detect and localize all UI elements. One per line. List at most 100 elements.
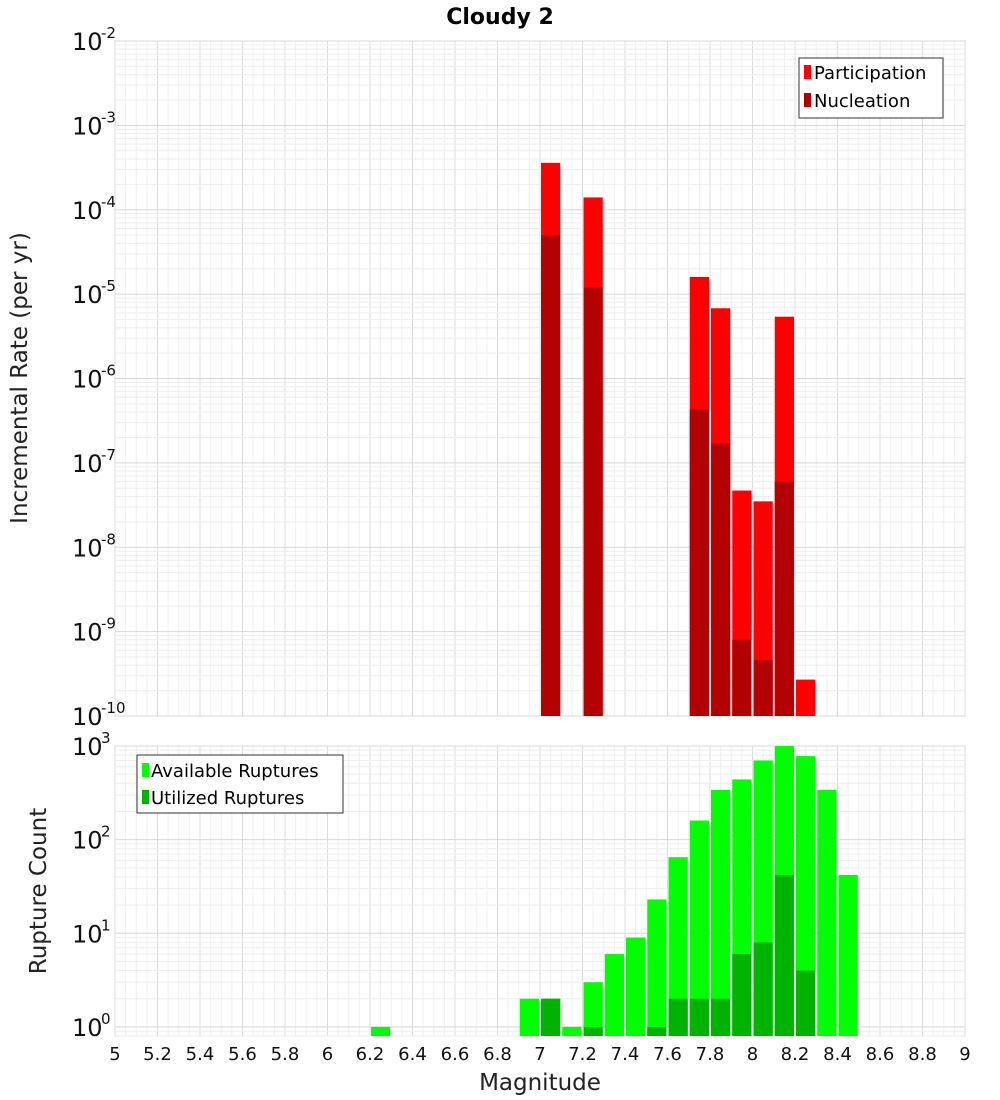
count-y-tick-exponent: 1 (101, 916, 111, 934)
rate-y-tick-label: 10 (72, 112, 103, 140)
rate-y-tick-label: 10 (72, 450, 103, 478)
x-tick-label: 7.8 (696, 1044, 725, 1065)
count-bar-b (689, 998, 709, 1036)
x-tick-label: 7.4 (611, 1044, 640, 1065)
rate-y-tick-label: 10 (72, 534, 103, 562)
count-bar-a (668, 857, 688, 1036)
rate-bar-b (753, 660, 773, 716)
x-tick-label: 8.4 (823, 1044, 852, 1065)
rate-y-tick-exponent: -2 (101, 24, 116, 42)
count-y-tick-label: 10 (72, 1014, 103, 1042)
x-tick-label: 6 (322, 1044, 333, 1065)
count-bar-a (371, 1026, 391, 1036)
rate-y-tick-exponent: -4 (101, 193, 116, 211)
x-tick-label: 8.2 (781, 1044, 810, 1065)
count-bar-b (732, 954, 752, 1036)
x-tick-label: 8.8 (908, 1044, 937, 1065)
x-tick-label: 7.2 (568, 1044, 597, 1065)
rate-bar-b (732, 639, 752, 716)
count-bar-a (519, 998, 539, 1036)
rate-legend: Participation Nucleation (798, 57, 944, 119)
count-y-tick-exponent: 0 (101, 1010, 111, 1028)
count-bar-a (817, 789, 837, 1036)
x-tick-label: 7 (534, 1044, 545, 1065)
count-bar-a (604, 954, 624, 1036)
count-y-tick-label: 10 (72, 920, 103, 948)
count-bar-a (562, 1026, 582, 1036)
x-tick-label: 6.2 (356, 1044, 385, 1065)
count-bar-a (711, 789, 731, 1036)
count-y-tick-exponent: 2 (101, 823, 111, 841)
rate-bar-b (541, 235, 561, 716)
legend-swatch-nucleation (804, 93, 811, 107)
x-ticks: 5 5.2 5.4 5.6 5.8 6 6.2 6.4 6.6 6.8 7 7.2 7.4 7.6 7.8 8… (109, 1044, 970, 1065)
count-y-tick-exponent: 3 (101, 729, 111, 747)
rate-y-axis-label: Incremental Rate (per yr) (7, 232, 33, 524)
count-bar-a (838, 874, 858, 1036)
count-legend-box (136, 754, 344, 814)
count-y-axis-label: Rupture Count (26, 808, 52, 974)
chart-title: Cloudy 2 (446, 5, 554, 30)
rate-bar-b (711, 443, 731, 716)
rate-y-tick-label: 10 (72, 28, 103, 56)
count-bar-a (689, 820, 709, 1036)
legend-swatch-utilized (142, 790, 149, 804)
x-tick-label: 5.2 (143, 1044, 172, 1065)
count-bar-a (626, 937, 646, 1036)
rate-y-tick-exponent: -10 (101, 699, 126, 717)
x-axis-label: Magnitude (479, 1070, 601, 1096)
legend-swatch-available (142, 763, 149, 777)
legend-label-participation: Participation (814, 63, 926, 84)
legend-swatch-participation (804, 65, 811, 79)
rate-y-tick-label: 10 (72, 197, 103, 225)
rate-y-tick-exponent: -8 (101, 530, 116, 548)
rate-bars (541, 162, 816, 717)
count-bar-a (796, 756, 816, 1036)
rate-y-tick-label: 10 (72, 619, 103, 647)
count-bar-b (541, 998, 561, 1036)
x-tick-label: 5 (109, 1044, 120, 1065)
count-legend: Available Ruptures Utilized Ruptures (136, 754, 344, 814)
rate-y-tick-exponent: -6 (101, 362, 116, 380)
rate-y-tick-exponent: -5 (101, 277, 116, 295)
rate-y-tick-exponent: -7 (101, 446, 116, 464)
x-tick-label: 8 (747, 1044, 758, 1065)
x-tick-label: 6.6 (441, 1044, 470, 1065)
x-tick-label: 6.4 (398, 1044, 427, 1065)
x-tick-label: 8.6 (866, 1044, 895, 1065)
rate-gridlines (114, 40, 966, 717)
rate-y-tick-exponent: -3 (101, 108, 116, 126)
rate-legend-box (798, 57, 944, 119)
count-bar-a (647, 899, 667, 1036)
rate-bar-b (689, 409, 709, 716)
rate-bar-b (583, 287, 603, 716)
count-bar-b (796, 970, 816, 1036)
x-tick-label: 5.8 (271, 1044, 300, 1065)
rate-y-tick-label: 10 (72, 703, 103, 731)
legend-label-available: Available Ruptures (151, 761, 319, 782)
count-bar-b (774, 874, 794, 1036)
rate-y-tick-label: 10 (72, 281, 103, 309)
count-bar-a (583, 982, 603, 1036)
x-tick-label: 9 (959, 1044, 970, 1065)
rate-bar-b (774, 481, 794, 716)
count-y-tick-label: 10 (72, 827, 103, 855)
rate-y-tick-label: 10 (72, 366, 103, 394)
rate-bar-a (796, 679, 816, 716)
count-bar-b (668, 998, 688, 1036)
count-bar-b (647, 1026, 667, 1036)
legend-label-utilized: Utilized Ruptures (151, 788, 304, 809)
count-bars (371, 746, 858, 1036)
count-bar-b (711, 998, 731, 1036)
count-bar-b (753, 942, 773, 1036)
x-tick-label: 7.6 (653, 1044, 682, 1065)
x-tick-label: 6.8 (483, 1044, 512, 1065)
count-bar-b (583, 1026, 603, 1036)
legend-label-nucleation: Nucleation (814, 91, 910, 112)
rate-y-tick-exponent: -9 (101, 615, 116, 633)
